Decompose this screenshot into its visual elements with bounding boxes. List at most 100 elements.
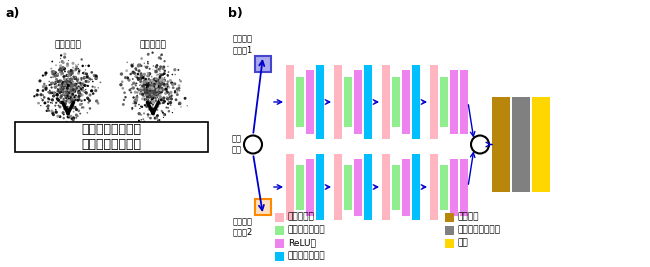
Point — [63, 92, 73, 97]
Point — [148, 85, 159, 90]
Point — [157, 101, 168, 105]
Point — [83, 97, 94, 101]
Point — [151, 78, 161, 83]
Point — [147, 81, 157, 86]
Point — [144, 99, 155, 104]
Point — [75, 86, 86, 90]
Point — [127, 77, 138, 81]
Point — [157, 88, 167, 92]
Point — [155, 65, 166, 69]
Point — [148, 82, 158, 86]
Point — [153, 98, 164, 103]
Point — [151, 104, 161, 108]
Point — [62, 62, 73, 66]
Point — [68, 92, 78, 96]
Point — [60, 101, 71, 106]
Point — [155, 83, 165, 87]
Point — [175, 101, 185, 106]
Point — [145, 91, 155, 95]
Point — [29, 94, 40, 99]
Point — [66, 71, 76, 75]
Point — [65, 82, 75, 87]
Point — [56, 79, 66, 83]
Point — [73, 71, 84, 76]
Point — [66, 89, 77, 93]
Point — [81, 92, 92, 96]
Point — [148, 86, 158, 91]
Point — [151, 84, 161, 88]
Point — [58, 111, 68, 115]
Point — [62, 87, 72, 91]
Point — [143, 91, 153, 96]
Point — [66, 93, 76, 98]
Point — [153, 118, 163, 123]
Point — [136, 118, 146, 122]
Point — [136, 82, 146, 86]
Point — [151, 63, 162, 68]
Point — [66, 86, 76, 90]
Point — [64, 87, 74, 91]
Point — [81, 68, 91, 72]
Point — [166, 97, 176, 101]
Point — [55, 86, 65, 91]
Point — [66, 90, 76, 94]
Point — [159, 96, 169, 100]
Point — [64, 86, 75, 90]
Point — [54, 89, 64, 94]
Point — [120, 95, 131, 99]
Point — [70, 95, 80, 99]
Point — [148, 88, 158, 92]
Bar — [364, 65, 372, 139]
Point — [64, 90, 75, 94]
Point — [53, 71, 63, 75]
Point — [54, 88, 64, 92]
Point — [62, 95, 72, 100]
Point — [49, 71, 60, 75]
Point — [133, 76, 143, 80]
Point — [127, 62, 137, 67]
Point — [151, 82, 161, 86]
Point — [68, 80, 79, 84]
Point — [64, 85, 74, 89]
Point — [64, 85, 74, 89]
Point — [69, 95, 79, 100]
Point — [144, 89, 154, 94]
Point — [145, 85, 155, 89]
Point — [148, 85, 158, 90]
Point — [133, 72, 143, 76]
Point — [147, 97, 157, 101]
Point — [151, 84, 162, 89]
Point — [67, 97, 77, 101]
Point — [63, 87, 73, 91]
Point — [72, 114, 83, 118]
Point — [158, 111, 168, 115]
Point — [84, 99, 95, 103]
Point — [64, 84, 75, 89]
Point — [70, 89, 80, 94]
Point — [155, 88, 165, 92]
Point — [148, 84, 159, 89]
Point — [151, 91, 161, 96]
Point — [73, 89, 84, 93]
Point — [155, 69, 165, 74]
Point — [152, 115, 162, 119]
Point — [43, 90, 53, 94]
Point — [137, 84, 148, 88]
Point — [127, 71, 137, 76]
Point — [146, 86, 156, 91]
Point — [151, 93, 162, 97]
Bar — [306, 70, 314, 134]
Point — [149, 77, 159, 82]
Point — [62, 89, 72, 93]
Bar — [255, 199, 271, 215]
Point — [145, 91, 155, 95]
Point — [161, 83, 172, 87]
Point — [148, 64, 159, 68]
Point — [143, 90, 153, 94]
Point — [65, 87, 75, 92]
Point — [161, 105, 172, 110]
Point — [66, 90, 76, 94]
Point — [71, 82, 81, 87]
Point — [147, 87, 157, 91]
Point — [81, 72, 92, 76]
